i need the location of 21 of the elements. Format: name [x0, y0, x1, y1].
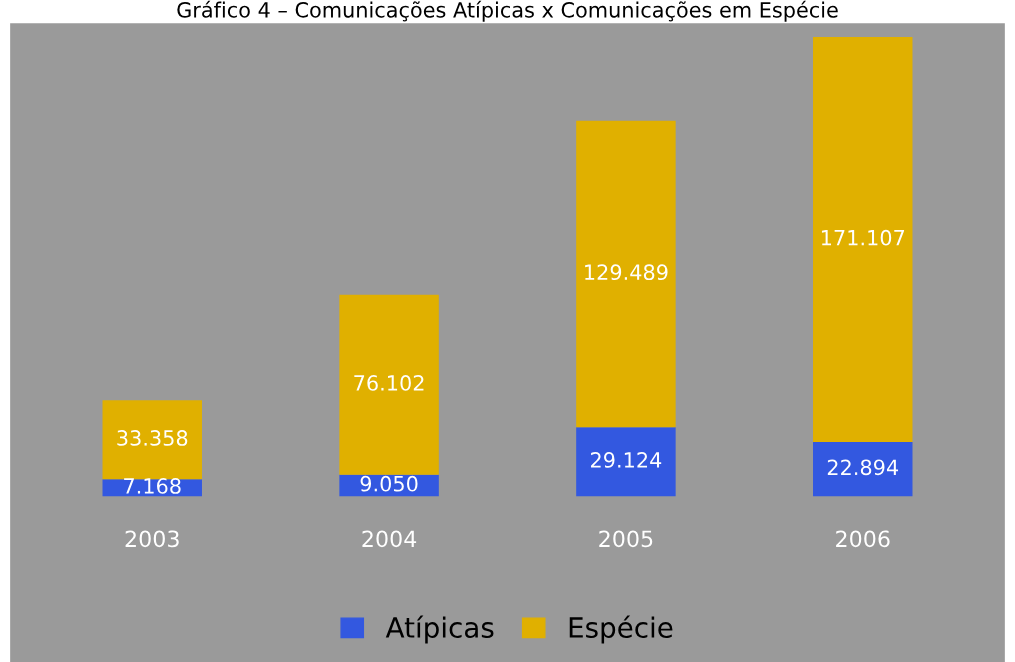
- bar: [813, 36, 913, 443]
- bar: [339, 294, 439, 475]
- data-label: 7.168: [124, 478, 181, 494]
- x-tick-label: 2004: [362, 530, 417, 548]
- chart-title: Gráfico 4 – Comunicações Atípicas x Comunicações em Espécie: [177, 0, 838, 22]
- data-label: 76.102: [354, 375, 424, 391]
- x-tick-label: 2003: [125, 530, 179, 548]
- bar: [813, 442, 913, 497]
- data-label: 9.050: [360, 475, 418, 492]
- bar: [576, 120, 676, 428]
- data-label: 22.894: [827, 459, 899, 476]
- legend-label: Espécie: [569, 615, 673, 644]
- data-label: 171.107: [821, 229, 905, 246]
- x-tick-label: 2006: [836, 530, 890, 548]
- data-label: 33.358: [117, 430, 188, 446]
- bar: [576, 427, 676, 497]
- legend-label: Atípicas: [385, 615, 494, 644]
- data-label: 129.489: [585, 264, 668, 281]
- data-label: 29.124: [590, 452, 662, 468]
- bar: [102, 400, 202, 480]
- x-tick-label: 2005: [599, 530, 653, 548]
